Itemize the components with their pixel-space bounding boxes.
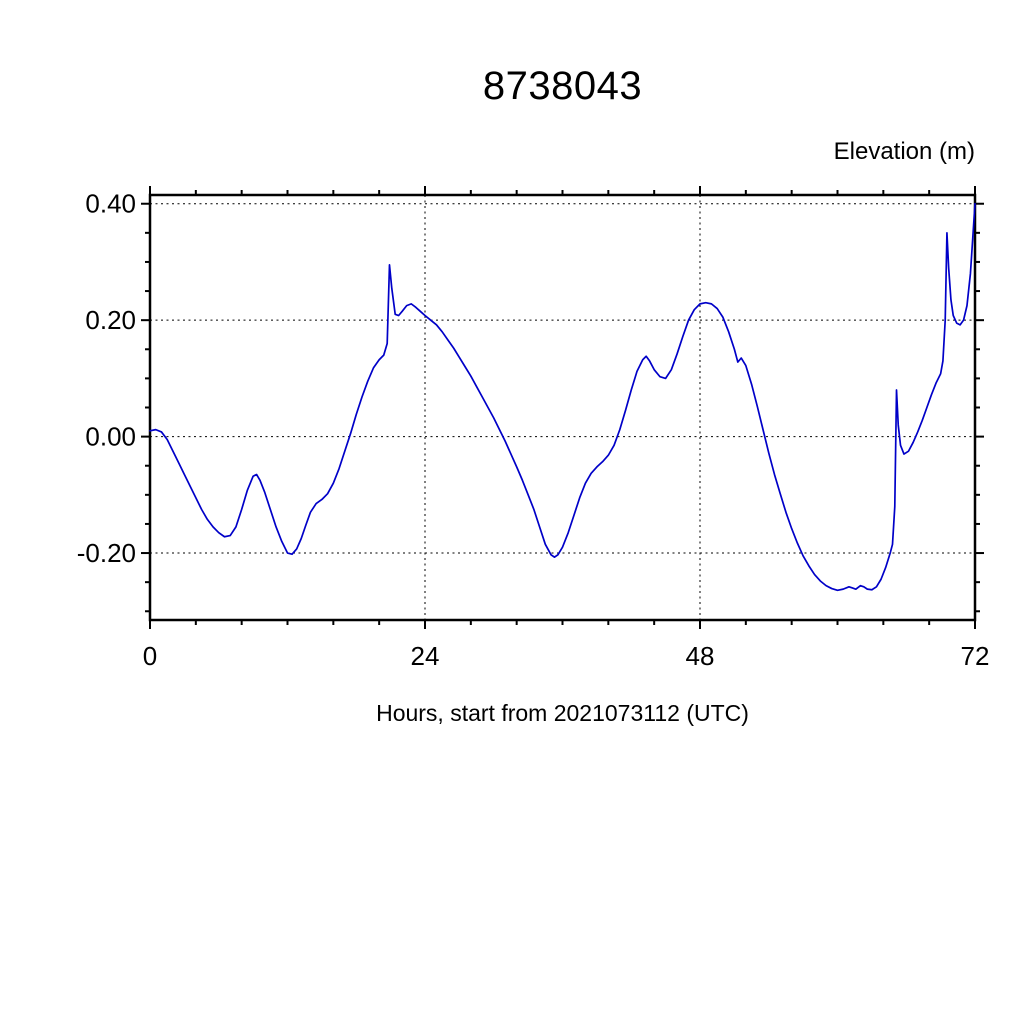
y-tick-label: 0.20	[85, 305, 136, 335]
y-tick-labels: 0.40 0.20 0.00 -0.20	[77, 189, 136, 568]
y-tick-label: 0.40	[85, 189, 136, 219]
x-tick-labels: 0 24 48 72	[143, 641, 990, 671]
x-tick-label: 24	[411, 641, 440, 671]
grid-lines	[150, 195, 975, 620]
x-tick-label: 48	[686, 641, 715, 671]
x-tick-label: 0	[143, 641, 157, 671]
y-axis-label: Elevation (m)	[833, 138, 975, 165]
y-tick-label: 0.00	[85, 422, 136, 452]
elevation-line	[149, 202, 976, 592]
plot-svg: 0 24 48 72 0.40 0.20 0.00 -0.20	[77, 186, 990, 671]
chart-title: 8738043	[482, 64, 643, 108]
x-tick-label: 72	[961, 641, 990, 671]
y-tick-label: -0.20	[77, 538, 136, 568]
tick-marks	[141, 186, 984, 629]
x-axis-label: Hours, start from 2021073112 (UTC)	[376, 700, 749, 726]
plot-frame	[148, 193, 977, 622]
